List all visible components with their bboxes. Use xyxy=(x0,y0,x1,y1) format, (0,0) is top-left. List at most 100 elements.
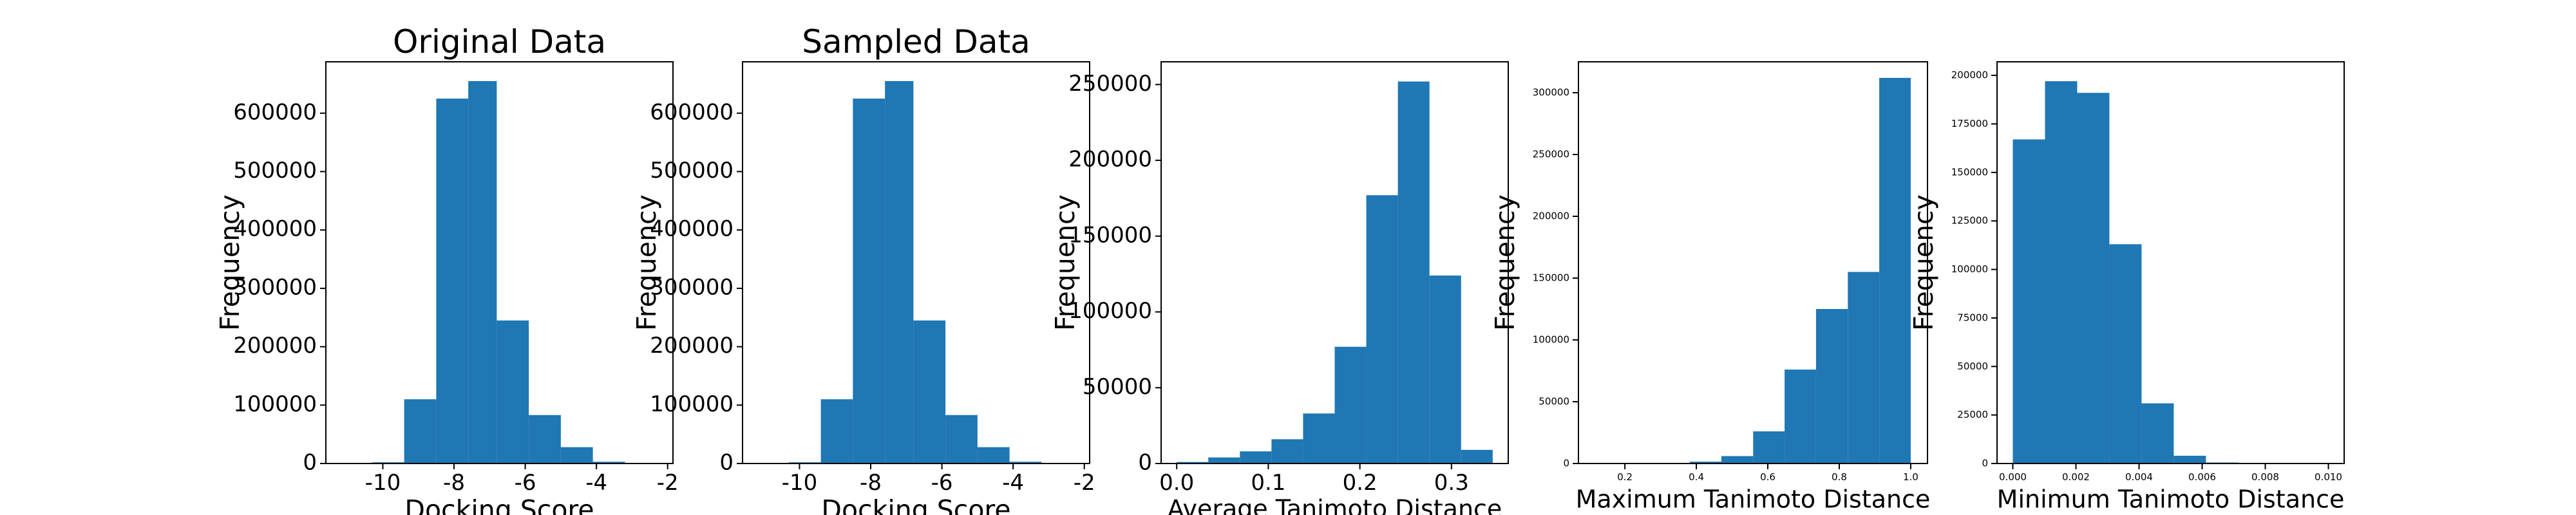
y-tick-label: 100000 xyxy=(1068,298,1152,324)
bar xyxy=(592,462,625,464)
bar xyxy=(945,415,978,464)
x-tick-label: -4 xyxy=(1002,470,1024,496)
bar xyxy=(468,80,497,464)
bar xyxy=(1690,462,1721,464)
y-tick-label: 200000 xyxy=(1533,211,1569,222)
axes-frame xyxy=(1578,61,1928,464)
y-axis-label: Frequency xyxy=(214,194,245,331)
y-tick-label: 50000 xyxy=(1083,374,1152,400)
bar xyxy=(1271,439,1303,464)
bar xyxy=(1334,346,1367,464)
y-tick-label: 300000 xyxy=(650,274,734,300)
x-axis-label: Minimum Tanimoto Distance xyxy=(1997,485,2345,514)
y-tick-label: 75000 xyxy=(1957,312,1988,323)
bar xyxy=(560,447,593,464)
y-tick-label: 250000 xyxy=(1068,71,1152,97)
x-tick-label: -10 xyxy=(782,470,818,496)
y-tick-label: 100000 xyxy=(1533,334,1569,346)
x-tick-label: 0.4 xyxy=(1689,471,1704,483)
y-tick-label: 50000 xyxy=(1539,396,1569,407)
bar xyxy=(1177,462,1209,464)
bar xyxy=(404,399,437,464)
y-axis-label: Frequency xyxy=(1490,194,1520,331)
bar xyxy=(853,98,886,464)
x-tick-label: -4 xyxy=(585,470,607,496)
x-tick-label: 0.2 xyxy=(1617,471,1633,483)
bar xyxy=(1240,451,1272,464)
y-tick-label: 50000 xyxy=(1957,360,1988,372)
bar xyxy=(2045,81,2078,464)
x-tick-label: -2 xyxy=(1074,470,1095,496)
y-tick-label: 125000 xyxy=(1951,215,1988,227)
x-tick-label: 0.008 xyxy=(2251,471,2279,483)
bar xyxy=(977,447,1010,464)
x-tick-label: 0.2 xyxy=(1343,470,1378,496)
y-tick-label: 400000 xyxy=(650,216,734,242)
axes-frame xyxy=(1996,61,2345,464)
y-tick-label: 175000 xyxy=(1951,118,1988,129)
y-tick-label: 200000 xyxy=(1951,70,1988,81)
y-tick-label: 100000 xyxy=(650,391,734,417)
x-tick-label: 0.0 xyxy=(1159,470,1194,496)
y-tick-label: 500000 xyxy=(233,158,317,183)
x-tick-label: -6 xyxy=(931,470,953,496)
axes-frame xyxy=(742,61,1090,464)
x-tick-label: 0.010 xyxy=(2315,471,2342,483)
bar xyxy=(497,320,529,464)
axes-frame xyxy=(1160,61,1509,464)
x-tick-label: 0.006 xyxy=(2188,471,2216,483)
x-tick-label: -2 xyxy=(657,470,679,496)
y-axis-label: Frequency xyxy=(1050,194,1081,331)
bar xyxy=(913,320,946,464)
bar xyxy=(1397,81,1430,464)
y-tick-label: 600000 xyxy=(650,99,734,125)
y-tick-label: 0 xyxy=(1982,458,1988,469)
y-tick-label: 100000 xyxy=(1951,263,1988,275)
bar xyxy=(1366,195,1398,464)
x-tick-label: 0.000 xyxy=(1999,471,2027,483)
x-axis-label: Docking Score xyxy=(404,494,594,515)
y-tick-label: 0 xyxy=(1138,450,1152,476)
y-tick-label: 100000 xyxy=(233,391,317,417)
y-tick-label: 300000 xyxy=(1533,87,1569,98)
y-tick-label: 200000 xyxy=(650,333,734,359)
x-tick-label: -8 xyxy=(860,470,882,496)
bar xyxy=(2077,93,2110,464)
bar xyxy=(2012,139,2045,464)
bar xyxy=(1753,431,1785,464)
y-tick-label: 0 xyxy=(719,450,734,476)
y-tick-label: 500000 xyxy=(650,158,734,183)
y-axis-label: Frequency xyxy=(631,194,662,331)
y-tick-label: 150000 xyxy=(1068,222,1152,248)
bar xyxy=(885,80,914,464)
y-tick-label: 250000 xyxy=(1533,149,1569,160)
y-tick-label: 150000 xyxy=(1951,166,1988,178)
y-axis-label: Frequency xyxy=(1908,194,1939,331)
bar xyxy=(2141,403,2174,464)
y-tick-label: 400000 xyxy=(233,216,317,242)
x-axis-label: Docking Score xyxy=(821,494,1010,515)
x-tick-label: 0.004 xyxy=(2125,471,2153,483)
bar xyxy=(1429,276,1461,464)
bar xyxy=(1815,309,1848,464)
bar xyxy=(1303,413,1335,464)
x-tick-label: -6 xyxy=(515,470,536,496)
y-tick-label: 300000 xyxy=(233,274,317,300)
y-tick-label: 150000 xyxy=(1533,272,1569,284)
bar xyxy=(529,415,561,464)
bar xyxy=(2174,455,2206,464)
bar xyxy=(1879,77,1911,464)
x-axis-label: Maximum Tanimoto Distance xyxy=(1576,485,1931,514)
y-tick-label: 25000 xyxy=(1957,409,1988,420)
bar xyxy=(1009,462,1042,464)
x-tick-label: -10 xyxy=(365,470,401,496)
y-tick-label: 0 xyxy=(1563,458,1569,469)
x-tick-label: 0.002 xyxy=(2062,471,2090,483)
x-tick-label: 1.0 xyxy=(1903,471,1918,483)
x-tick-label: 0.8 xyxy=(1832,471,1847,483)
x-tick-label: 0.1 xyxy=(1251,470,1285,496)
x-tick-label: 0.3 xyxy=(1434,470,1469,496)
y-tick-label: 200000 xyxy=(233,333,317,359)
bar xyxy=(1848,272,1880,464)
